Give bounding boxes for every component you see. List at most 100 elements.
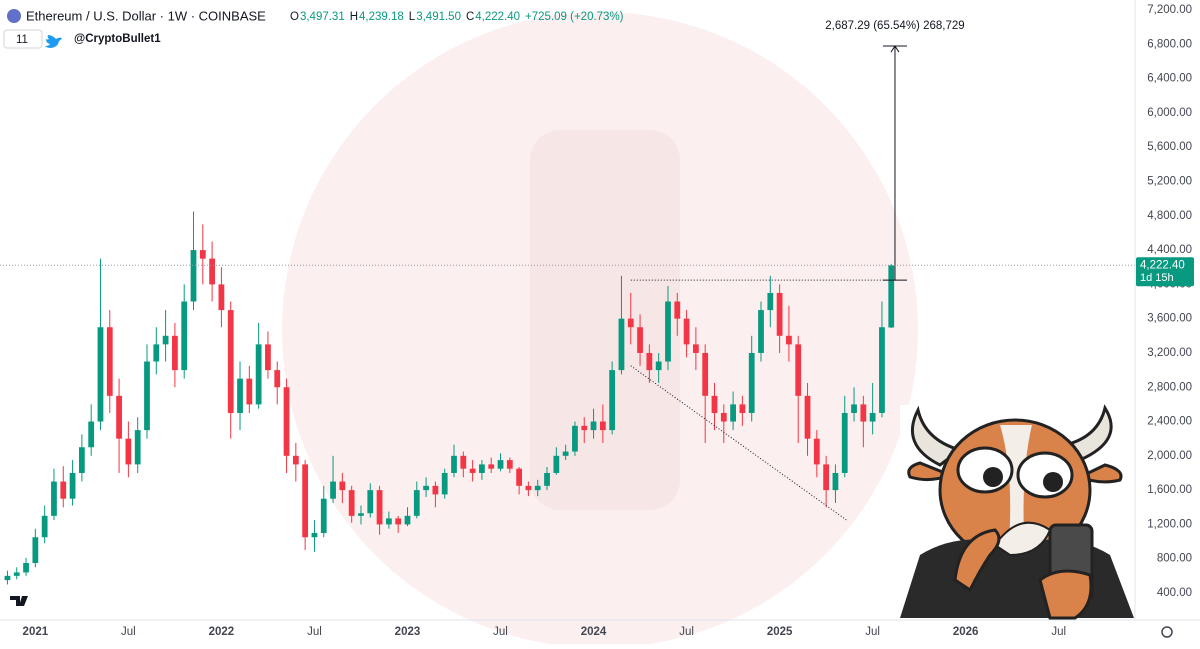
candle-body xyxy=(618,318,625,371)
candle-body xyxy=(320,498,327,533)
candle-body xyxy=(441,472,448,495)
candle-body xyxy=(41,515,48,538)
candle-body xyxy=(739,404,746,413)
x-tick-label: Jul xyxy=(493,626,508,638)
candle-body xyxy=(879,327,885,413)
candle-body xyxy=(413,490,420,516)
y-tick-label: 3,600.00 xyxy=(1147,313,1192,325)
symbol: Ethereum / U.S. Dollar · 1W · COINBASE xyxy=(26,8,266,23)
candle-body xyxy=(655,361,662,371)
measure-label: 2,687.29 (65.54%) 268,729 xyxy=(825,20,964,32)
candle-body xyxy=(702,352,709,396)
candle-body xyxy=(255,344,262,405)
candle-body xyxy=(720,412,727,422)
ohlc-value: 4,239.18 xyxy=(359,11,404,23)
candle-body xyxy=(683,318,690,345)
candle-body xyxy=(711,395,718,413)
candle-body xyxy=(590,421,597,431)
x-tick-label: Jul xyxy=(1051,626,1066,638)
candle-body xyxy=(190,250,197,302)
change: +725.09 (+20.73%) xyxy=(525,11,624,23)
candle-body xyxy=(106,327,113,396)
candle-body xyxy=(4,575,11,581)
candle-body xyxy=(88,421,95,448)
y-tick-label: 2,000.00 xyxy=(1147,450,1192,462)
candle-body xyxy=(516,468,523,486)
candle-body xyxy=(581,425,588,431)
candle-body xyxy=(562,451,569,456)
indicator-toggle[interactable] xyxy=(3,29,43,49)
price-tag xyxy=(1136,257,1194,287)
candle-body xyxy=(283,387,290,456)
candle-body xyxy=(832,472,839,491)
candle-body xyxy=(869,412,876,422)
candle-body xyxy=(209,258,215,285)
candle-body xyxy=(860,404,867,422)
candle-body xyxy=(553,455,560,473)
candle-body xyxy=(804,395,811,439)
ohlc-value: 3,497.31 xyxy=(300,11,345,23)
candle-body xyxy=(479,464,485,473)
candle-body xyxy=(311,532,318,538)
candle-body xyxy=(302,464,309,538)
candle-body xyxy=(823,464,830,491)
candle-body xyxy=(116,395,122,439)
candle-body xyxy=(153,344,160,362)
candle-body xyxy=(125,438,132,465)
plot xyxy=(0,45,1135,585)
candle-body xyxy=(134,430,141,465)
candle-body xyxy=(32,537,39,563)
x-tick-label: Jul xyxy=(679,626,694,638)
indicator-count: 11 xyxy=(16,34,28,46)
candle-body xyxy=(181,301,188,371)
y-tick-label: 6,800.00 xyxy=(1147,38,1192,50)
candle-body xyxy=(488,464,495,469)
candle-body xyxy=(786,335,792,345)
candle-body xyxy=(97,327,104,422)
countdown: 1d 15h xyxy=(1140,272,1174,284)
candle-body xyxy=(497,460,504,469)
y-tick-label: 1,600.00 xyxy=(1147,484,1192,496)
y-tick-label: 6,400.00 xyxy=(1147,73,1192,85)
candle-body xyxy=(525,485,532,491)
watermark xyxy=(282,12,918,648)
candle-body xyxy=(23,562,29,573)
candle-body xyxy=(627,318,634,328)
y-tick-label: 7,200.00 xyxy=(1147,4,1192,16)
candle-body xyxy=(841,412,848,473)
candle-body xyxy=(274,370,281,388)
candle-body xyxy=(376,490,383,525)
candle-body xyxy=(423,485,429,491)
coin-icon xyxy=(7,9,21,23)
candle-body xyxy=(265,344,271,371)
candle-body xyxy=(813,438,820,465)
candle-body xyxy=(506,460,513,469)
candle-body xyxy=(599,421,606,431)
settings-icon[interactable] xyxy=(1161,626,1173,638)
measure-arrow xyxy=(890,45,900,53)
candle-body xyxy=(795,344,802,396)
y-tick-label: 5,200.00 xyxy=(1147,176,1192,188)
y-tick-label: 400.00 xyxy=(1157,587,1192,599)
candle-body xyxy=(404,515,411,525)
candle-body xyxy=(460,455,467,469)
candle-body xyxy=(776,292,783,336)
ohlc-value: 3,491.50 xyxy=(416,11,461,23)
candle-body xyxy=(758,310,764,353)
candle-body xyxy=(544,472,550,486)
x-tick-label: 2024 xyxy=(581,626,607,638)
candle-body xyxy=(693,344,699,353)
candle-body xyxy=(348,490,355,516)
candle-body xyxy=(69,472,76,499)
ohlc-key: H xyxy=(350,11,358,23)
ohlc: O 3,497.31 H 4,239.18 L 3,491.50 C 4,222.40 +725… xyxy=(290,11,624,23)
twitter-icon xyxy=(45,35,62,48)
x-tick-label: 2023 xyxy=(395,626,421,638)
candle-body xyxy=(78,447,85,473)
candle-body xyxy=(199,250,206,259)
candle-body xyxy=(451,455,457,473)
candle-body xyxy=(385,518,392,525)
y-tick-label: 3,200.00 xyxy=(1147,347,1192,359)
ohlc-key: C xyxy=(466,11,474,23)
